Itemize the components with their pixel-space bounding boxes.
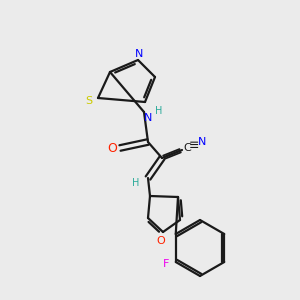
Text: H: H xyxy=(155,106,163,116)
Text: S: S xyxy=(85,96,93,106)
Text: F: F xyxy=(163,259,169,269)
Text: C: C xyxy=(183,143,191,153)
Text: N: N xyxy=(144,113,152,123)
Text: O: O xyxy=(157,236,165,246)
Text: N: N xyxy=(135,49,143,59)
Text: ≡: ≡ xyxy=(189,139,199,152)
Text: H: H xyxy=(132,178,140,188)
Text: N: N xyxy=(198,137,206,147)
Text: O: O xyxy=(107,142,117,154)
